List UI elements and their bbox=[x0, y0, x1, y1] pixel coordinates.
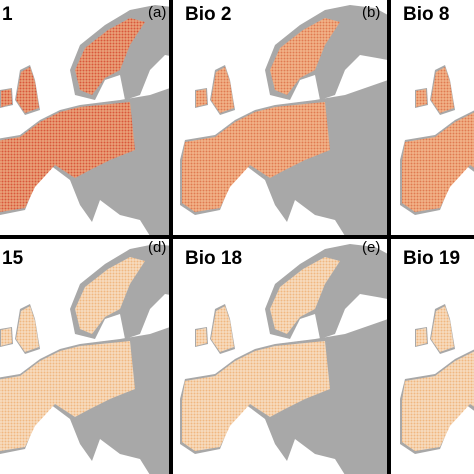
panel-label: 1 bbox=[2, 4, 13, 25]
panel-label: Bio 2 bbox=[185, 4, 231, 25]
map-panel bbox=[180, 5, 387, 235]
panel-letter: (b) bbox=[362, 4, 380, 21]
panel-letter: (d) bbox=[148, 239, 166, 256]
map-panel bbox=[400, 244, 474, 474]
map-panel bbox=[180, 244, 387, 474]
divider bbox=[0, 235, 474, 239]
map-panel bbox=[400, 5, 474, 235]
map-panel bbox=[0, 244, 169, 474]
panel-label: Bio 8 bbox=[403, 4, 449, 25]
panel-label: Bio 19 bbox=[403, 248, 460, 269]
panel-letter: (e) bbox=[362, 239, 380, 256]
panel-letter: (a) bbox=[148, 4, 166, 21]
panel-label: 15 bbox=[2, 248, 24, 269]
panel-label: Bio 18 bbox=[185, 248, 242, 269]
map-panel bbox=[0, 5, 169, 235]
